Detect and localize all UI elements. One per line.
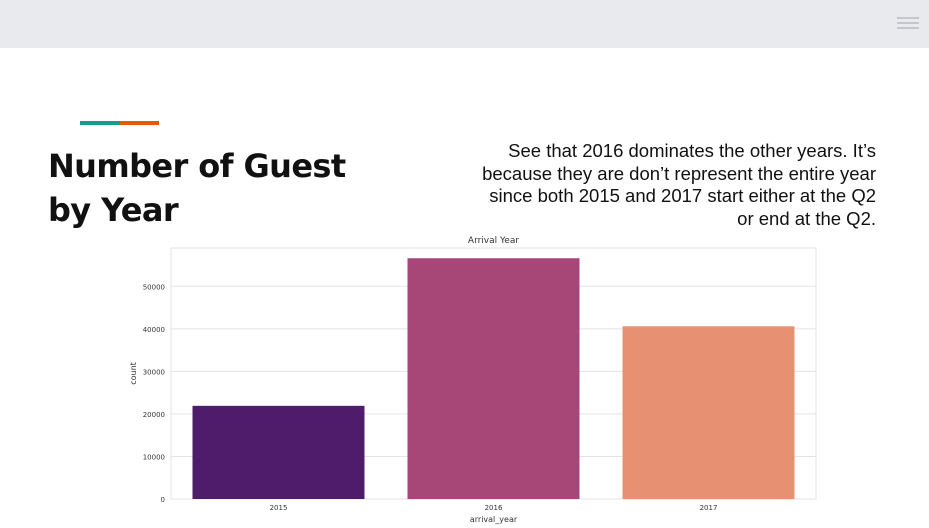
chart-title: Arrival Year xyxy=(468,236,519,246)
slide-title-line-2: by Year xyxy=(48,191,179,229)
accent-bar-orange xyxy=(120,121,159,125)
x-axis-label: arrival_year xyxy=(470,515,518,524)
x-tick-labels: 2015 2016 2017 xyxy=(270,504,718,512)
y-tick-label: 40000 xyxy=(143,326,165,334)
top-bar xyxy=(0,0,929,48)
bar-2016 xyxy=(407,258,580,499)
bars xyxy=(192,258,795,499)
y-tick-label: 10000 xyxy=(143,453,165,461)
x-tick-label: 2017 xyxy=(700,504,718,512)
accent-bar-teal xyxy=(80,121,120,125)
bar-2015 xyxy=(192,405,365,499)
y-tick-label: 30000 xyxy=(143,368,165,376)
y-tick-labels: 0 10000 20000 30000 40000 50000 xyxy=(143,283,165,504)
menu-icon[interactable] xyxy=(897,15,919,31)
x-tick-label: 2015 xyxy=(270,504,288,512)
slide-description: See that 2016 dominates the other years.… xyxy=(482,140,876,229)
y-tick-label: 50000 xyxy=(143,283,165,291)
x-tick-label: 2016 xyxy=(485,504,503,512)
slide-title: Number of Guest by Year xyxy=(48,144,378,232)
y-tick-label: 20000 xyxy=(143,411,165,419)
y-tick-label: 0 xyxy=(161,496,165,504)
bar-2017 xyxy=(622,326,795,499)
y-axis-label: count xyxy=(129,362,138,385)
slide-title-line-1: Number of Guest xyxy=(48,147,346,185)
